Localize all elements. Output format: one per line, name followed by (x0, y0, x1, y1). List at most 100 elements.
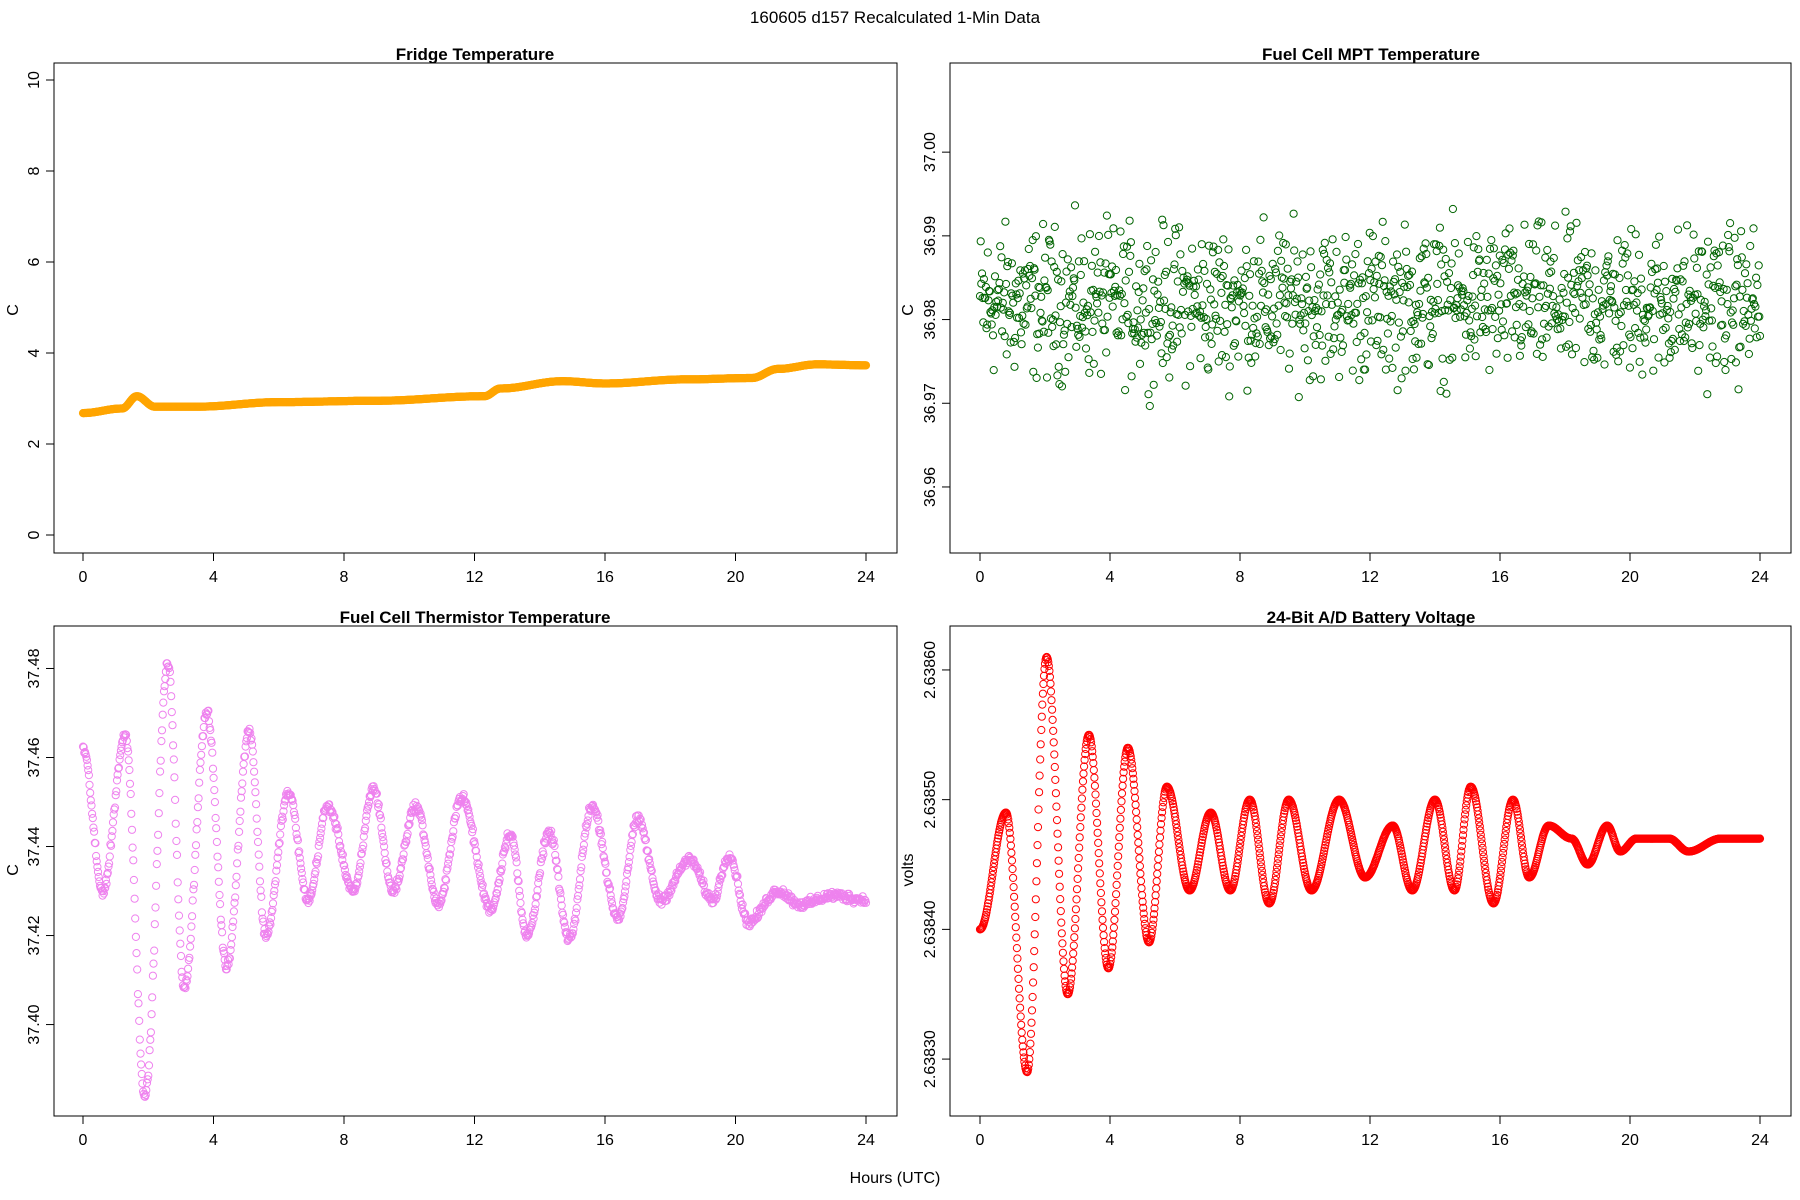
data-point (1752, 273, 1761, 282)
data-point (1472, 232, 1481, 241)
data-point (1290, 246, 1299, 255)
data-point (1029, 978, 1038, 987)
data-point (1361, 365, 1370, 374)
data-point (1194, 275, 1203, 284)
data-point (1713, 352, 1722, 361)
data-point (1466, 328, 1475, 337)
data-point (1690, 254, 1699, 263)
data-point (1117, 789, 1127, 798)
data-point (1101, 259, 1110, 268)
data-point (227, 940, 236, 949)
data-point (1286, 284, 1296, 293)
data-point (1003, 262, 1012, 271)
data-point (1159, 221, 1168, 230)
data-point (1291, 310, 1300, 319)
panel-battery-voltage: 24-Bit A/D Battery Voltage volts 0 4 8 12 16… (900, 608, 1792, 1149)
data-point (1634, 250, 1644, 259)
data-point (1050, 762, 1059, 772)
data-point (1139, 328, 1149, 337)
data-point (1229, 281, 1238, 290)
data-point (1514, 264, 1523, 273)
data-point (1361, 292, 1370, 301)
data-point (147, 1010, 156, 1019)
data-point (1195, 311, 1204, 320)
data-point (1109, 923, 1119, 932)
data-point (1458, 290, 1467, 299)
data-point (255, 877, 265, 886)
data-point (175, 926, 184, 935)
data-point (159, 698, 168, 707)
data-point (129, 875, 138, 885)
data-point (1492, 349, 1501, 358)
data-point (1055, 869, 1064, 878)
data-point (153, 846, 162, 855)
data-point (1095, 869, 1104, 878)
data-point (1726, 219, 1735, 228)
data-point (1144, 390, 1153, 399)
data-point (1167, 345, 1177, 354)
data-point (1535, 292, 1544, 301)
data-point (1237, 266, 1246, 275)
data-point (1096, 369, 1106, 378)
data-point (1094, 231, 1104, 241)
data-point (1651, 240, 1661, 249)
data-point (1038, 689, 1048, 698)
data-point (1309, 372, 1318, 381)
data-point (1113, 871, 1122, 880)
data-point (1095, 859, 1104, 868)
data-point (1094, 849, 1103, 858)
data-point (1037, 725, 1046, 735)
data-point (125, 765, 134, 775)
data-point (1051, 775, 1060, 785)
data-point (1210, 267, 1219, 276)
data-point (1277, 256, 1286, 265)
data-point (1623, 271, 1633, 280)
data-point (1426, 322, 1435, 331)
data-point (1404, 298, 1413, 307)
data-point (1381, 237, 1390, 246)
data-point (1068, 956, 1077, 965)
data-point (1156, 297, 1165, 306)
data-point (1189, 276, 1199, 285)
data-point (513, 869, 522, 878)
data-point (1281, 240, 1290, 249)
data-point (1157, 349, 1166, 358)
data-point (252, 814, 261, 823)
data-point (134, 999, 143, 1008)
data-point (1284, 364, 1294, 373)
x-tick-label: 0 (79, 1132, 88, 1149)
data-point (1389, 257, 1398, 266)
data-point (1414, 339, 1423, 349)
data-point (1009, 337, 1018, 346)
data-point (252, 800, 261, 809)
data-point (1269, 304, 1279, 313)
data-point (1170, 260, 1179, 269)
data-point (1058, 250, 1067, 259)
data-point (1729, 320, 1738, 329)
data-point (195, 778, 204, 787)
data-point (239, 760, 248, 769)
data-point (1532, 246, 1541, 255)
y-axis-label: C (5, 864, 22, 876)
data-point (1199, 259, 1208, 269)
data-point (1073, 324, 1082, 333)
data-point (1010, 362, 1019, 371)
data-point (1614, 309, 1623, 319)
data-point (1216, 316, 1225, 325)
data-point (1525, 306, 1534, 316)
data-point (1288, 319, 1297, 328)
data-point (1220, 327, 1229, 336)
data-point (1035, 788, 1044, 797)
data-point (1115, 833, 1124, 842)
data-point (572, 904, 581, 913)
data-point (187, 922, 196, 931)
data-point (1366, 276, 1375, 285)
data-point (1254, 257, 1263, 266)
data-point (1097, 898, 1106, 907)
data-point (1454, 281, 1463, 290)
data-point (1326, 349, 1335, 358)
data-point (1110, 915, 1119, 925)
data-point (1669, 294, 1678, 303)
data-point (1400, 220, 1409, 229)
data-point (1103, 312, 1112, 321)
